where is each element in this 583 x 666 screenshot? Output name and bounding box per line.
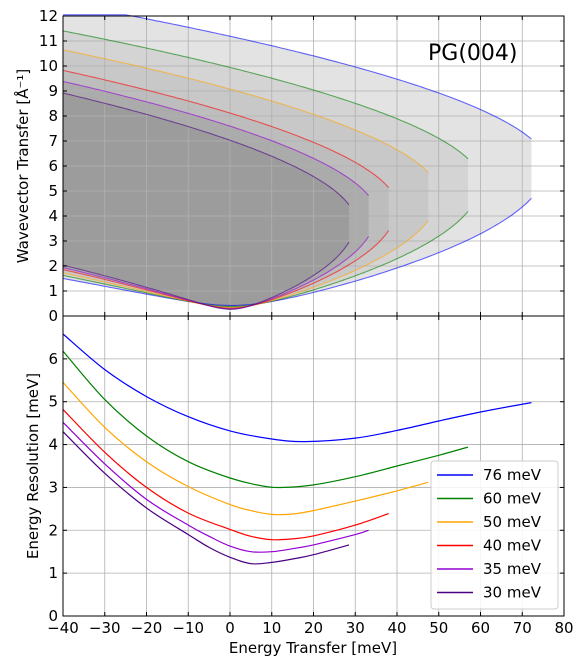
y-tick-label: 12 — [39, 7, 58, 25]
y-tick-label: 11 — [39, 32, 58, 50]
bottom-y-ticks: 0 1 2 3 4 5 6 — [48, 350, 564, 625]
legend-label: 35 meV — [483, 560, 542, 578]
coverage-upper-50-meV — [62, 49, 429, 173]
legend-label: 40 meV — [483, 537, 542, 555]
x-tick-label: 60 — [471, 619, 490, 637]
y-tick-label: 8 — [48, 107, 58, 125]
y-tick-label: 0 — [48, 607, 58, 625]
x-tick-label: −30 — [89, 619, 121, 637]
x-tick-label: 0 — [225, 619, 235, 637]
x-tick-label: 70 — [513, 619, 532, 637]
y-tick-label: 6 — [48, 157, 58, 175]
legend: 76 meV 60 meV 50 meV 40 meV 35 meV 30 meV — [430, 460, 559, 610]
bottom-y-axis-label: Energy Resolution [meV] — [24, 373, 42, 559]
x-tick-label: −20 — [131, 619, 163, 637]
y-tick-label: 10 — [39, 57, 58, 75]
bottom-panel: 0 1 2 3 4 5 6 −40 −30 −20 −10 0 10 20 30 40 50 60 70 80 En… — [24, 315, 574, 657]
legend-label: 76 meV — [483, 466, 542, 484]
y-tick-label: 4 — [48, 207, 58, 225]
x-axis-label: Energy Transfer [meV] — [229, 639, 397, 657]
top-coverage-lines — [62, 14, 532, 310]
y-tick-label: 3 — [48, 232, 58, 250]
x-tick-label: 10 — [262, 619, 281, 637]
y-tick-label: 7 — [48, 132, 58, 150]
x-tick-label: 40 — [387, 619, 406, 637]
coverage-lower-30-meV — [62, 241, 350, 310]
y-tick-label: 5 — [48, 182, 58, 200]
y-tick-label: 1 — [48, 564, 58, 582]
x-tick-label: −40 — [47, 619, 79, 637]
bottom-resolution-lines — [62, 333, 532, 565]
y-tick-label: 6 — [48, 350, 58, 368]
x-tick-label: 20 — [304, 619, 323, 637]
top-coverage-fills — [63, 14, 532, 310]
x-tick-label: 50 — [429, 619, 448, 637]
legend-label: 30 meV — [483, 584, 542, 602]
coverage-upper-40-meV — [62, 69, 390, 188]
y-tick-label: 0 — [48, 307, 58, 325]
x-tick-label: 30 — [346, 619, 365, 637]
y-tick-label: 4 — [48, 436, 58, 454]
y-tick-label: 2 — [48, 521, 58, 539]
legend-label: 60 meV — [483, 490, 542, 508]
bottom-x-ticks: −40 −30 −20 −10 0 10 20 30 40 50 60 70 80 — [47, 316, 574, 637]
coverage-fill-30-meV — [63, 93, 349, 310]
y-tick-label: 9 — [48, 82, 58, 100]
x-tick-label: 80 — [554, 619, 573, 637]
coverage-upper-76-meV — [63, 14, 532, 140]
resolution-line-76-meV — [62, 333, 532, 443]
coverage-upper-35-meV — [62, 80, 370, 196]
crystal-annotation: PG(004) — [428, 41, 517, 66]
y-tick-label: 2 — [48, 257, 58, 275]
top-y-axis-label: Wavevector Transfer [Å⁻¹] — [13, 69, 32, 264]
resolution-line-35-meV — [62, 421, 369, 553]
coverage-upper-30-meV — [62, 92, 350, 206]
resolution-line-60-meV — [62, 350, 469, 489]
y-tick-label: 1 — [48, 282, 58, 300]
resolution-line-40-meV — [62, 408, 389, 541]
legend-label: 50 meV — [483, 513, 542, 531]
x-tick-label: −10 — [172, 619, 204, 637]
resolution-line-50-meV — [62, 381, 429, 516]
top-x-ticks — [62, 16, 565, 316]
y-tick-label: 3 — [48, 478, 58, 496]
coverage-upper-60-meV — [62, 30, 469, 160]
resolution-line-30-meV — [62, 431, 350, 565]
coverage-lower-76-meV — [62, 197, 532, 306]
y-tick-label: 5 — [48, 393, 58, 411]
